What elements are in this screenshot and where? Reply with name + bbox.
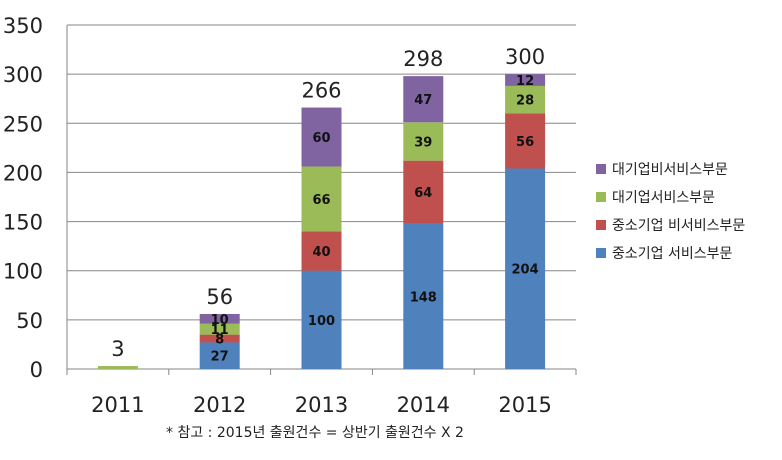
- segment-value-label: 40: [312, 245, 330, 260]
- segment-value-label: 27: [211, 350, 229, 365]
- segment-value-label: 66: [312, 193, 330, 208]
- total-value-label: 298: [403, 47, 443, 71]
- y-tick-label: 200: [3, 161, 43, 185]
- segment-value-label: 12: [516, 74, 534, 89]
- bar-segment: [505, 113, 546, 169]
- x-category-label: 2011: [91, 393, 144, 417]
- y-tick-label: 250: [3, 112, 43, 136]
- segment-value-label: 8: [215, 333, 224, 348]
- legend-swatch: [596, 248, 606, 258]
- bars: [97, 74, 546, 369]
- bar-segment: [199, 342, 240, 369]
- bar-segment: [505, 74, 546, 86]
- legend-label: 중소기업 서비스부문: [612, 246, 732, 262]
- segment-value-label: 39: [414, 135, 432, 150]
- bar-segment: [199, 334, 240, 343]
- bar-segment: [97, 366, 138, 369]
- segment-value-label: 56: [516, 135, 534, 150]
- segment-value-label: 11: [211, 323, 229, 338]
- total-value-label: 300: [505, 45, 545, 69]
- segment-value-label: 148: [410, 290, 437, 305]
- y-tick-label: 100: [3, 260, 43, 284]
- segment-value-label: 204: [512, 263, 539, 278]
- bar-segment: [301, 107, 342, 167]
- bar-segment: [301, 166, 342, 232]
- y-tick-label: 150: [3, 211, 43, 235]
- bar-segment: [505, 168, 546, 369]
- legend-swatch: [596, 192, 606, 202]
- segment-value-label: 64: [414, 186, 432, 201]
- total-value-label: 3: [111, 337, 124, 361]
- legend-label: 대기업비서비스부문: [612, 162, 728, 178]
- y-tick-label: 0: [30, 358, 43, 382]
- segment-value-label: 10: [211, 313, 229, 328]
- footnote: * 참고 : 2015년 출원건수 = 상반기 출원건수 X 2: [166, 425, 464, 441]
- segment-value-label: 47: [414, 93, 432, 108]
- legend-label: 대기업서비스부문: [612, 190, 715, 206]
- total-value-label: 266: [301, 79, 341, 103]
- bar-segment: [301, 231, 342, 271]
- bar-segment: [301, 270, 342, 369]
- bar-segment: [199, 313, 240, 324]
- bar-segment: [505, 85, 546, 114]
- bar-segment: [403, 122, 444, 161]
- y-tick-label: 350: [3, 14, 43, 38]
- legend-swatch: [596, 220, 606, 230]
- segment-value-label: 100: [308, 314, 335, 329]
- segment-value-label: 60: [312, 131, 330, 146]
- y-tick-label: 50: [16, 309, 43, 333]
- legend-swatch: [596, 164, 606, 174]
- axes: 0 50 100 150 200 250 300 350 2011 2012 2013 2014 201…: [3, 14, 577, 417]
- bar-segment: [403, 223, 444, 369]
- x-category-label: 2014: [397, 393, 450, 417]
- legend-label: 중소기업 비서비스부문: [612, 218, 745, 234]
- x-category-label: 2013: [295, 393, 348, 417]
- total-value-label: 56: [206, 285, 233, 309]
- segment-value-label: 28: [516, 94, 534, 109]
- bar-segment: [403, 76, 444, 123]
- bar-segment: [403, 160, 444, 224]
- x-category-label: 2012: [193, 393, 246, 417]
- y-tick-label: 300: [3, 63, 43, 87]
- bar-segment: [199, 323, 240, 335]
- x-category-label: 2015: [498, 393, 551, 417]
